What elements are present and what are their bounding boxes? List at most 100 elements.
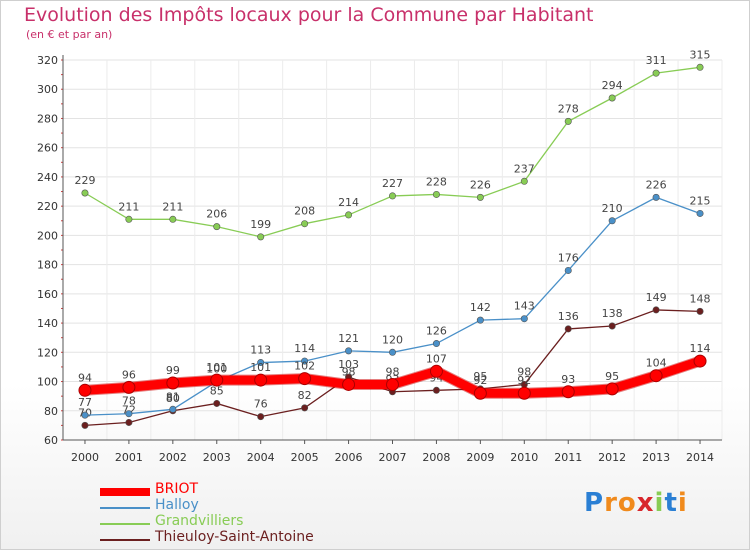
data-label: 136 (558, 310, 579, 323)
y-tick-label: 100 (37, 376, 58, 389)
legend-label-thieuloy: Thieuloy-Saint-Antoine (155, 529, 314, 545)
x-tick-label: 2003 (203, 451, 231, 464)
x-tick-label: 2004 (247, 451, 275, 464)
data-point (608, 94, 616, 102)
data-point (517, 386, 531, 400)
data-label: 228 (426, 175, 447, 188)
data-label: 206 (206, 208, 227, 221)
data-label: 199 (250, 218, 271, 231)
data-point (476, 316, 484, 324)
data-point (652, 69, 660, 77)
y-tick-label: 160 (37, 288, 58, 301)
data-label: 148 (690, 292, 711, 305)
data-point (122, 380, 136, 394)
data-point (213, 399, 221, 407)
data-point (342, 377, 356, 391)
x-tick-label: 2009 (466, 451, 494, 464)
data-label: 101 (250, 361, 271, 374)
data-point (564, 117, 572, 125)
y-tick-label: 220 (37, 200, 58, 213)
data-label: 80 (166, 392, 180, 405)
y-tick-label: 80 (44, 405, 58, 418)
logo-letter: i (654, 488, 665, 518)
data-point (429, 364, 443, 378)
data-point (213, 223, 221, 231)
data-point (81, 189, 89, 197)
y-tick-label: 240 (37, 171, 58, 184)
data-label: 104 (646, 357, 667, 370)
data-label: 210 (602, 202, 623, 215)
x-tick-label: 2014 (686, 451, 714, 464)
y-tick-label: 180 (37, 259, 58, 272)
data-point (81, 421, 89, 429)
data-point (388, 192, 396, 200)
data-point (432, 386, 440, 394)
data-label: 98 (386, 365, 400, 378)
data-point (432, 340, 440, 348)
y-tick-label: 300 (37, 83, 58, 96)
data-label: 226 (646, 178, 667, 191)
data-label: 311 (646, 54, 667, 67)
data-label: 95 (605, 370, 619, 383)
y-tick-label: 200 (37, 229, 58, 242)
data-point (125, 410, 133, 418)
data-point (345, 211, 353, 219)
data-point (696, 307, 704, 315)
data-point (432, 190, 440, 198)
data-point (696, 63, 704, 71)
data-point (696, 209, 704, 217)
data-point (473, 386, 487, 400)
logo-letter: i (677, 488, 688, 518)
data-label: 215 (690, 194, 711, 207)
data-point (608, 322, 616, 330)
data-point (652, 306, 660, 314)
data-point (345, 347, 353, 355)
x-tick-label: 2002 (159, 451, 187, 464)
data-label: 211 (118, 200, 139, 213)
data-point (257, 359, 265, 367)
data-point (561, 385, 575, 399)
data-point (564, 325, 572, 333)
data-label: 229 (74, 174, 95, 187)
data-label: 93 (561, 373, 575, 386)
data-label: 78 (122, 395, 136, 408)
logo-letter: P (584, 488, 605, 518)
logo-letter: t (664, 488, 678, 518)
data-point (652, 193, 660, 201)
data-point (257, 413, 265, 421)
data-point (81, 411, 89, 419)
data-point (605, 382, 619, 396)
data-label: 76 (254, 398, 268, 411)
data-label: 85 (210, 384, 224, 397)
data-point (210, 373, 224, 387)
data-label: 103 (338, 358, 359, 371)
data-point (520, 315, 528, 323)
data-point (301, 357, 309, 365)
legend-label-briot: BRIOT (155, 481, 199, 497)
logo-letter: o (617, 488, 637, 518)
data-label: 114 (690, 342, 711, 355)
data-point (125, 215, 133, 223)
legend-swatch-thieuloy (100, 539, 150, 541)
legend-label-grandvilliers: Grandvilliers (155, 513, 244, 529)
legend-label-halloy: Halloy (155, 497, 199, 513)
data-label: 121 (338, 332, 359, 345)
data-point (257, 233, 265, 241)
data-point (564, 266, 572, 274)
data-label: 102 (294, 360, 315, 373)
y-tick-label: 60 (44, 434, 58, 447)
data-point (301, 404, 309, 412)
data-label: 149 (646, 291, 667, 304)
data-label: 143 (514, 300, 535, 313)
data-point (476, 193, 484, 201)
y-tick-label: 120 (37, 346, 58, 359)
data-label: 176 (558, 251, 579, 264)
data-label: 101 (206, 361, 227, 374)
legend-swatch-halloy (100, 507, 150, 509)
data-point (78, 383, 92, 397)
x-tick-label: 2012 (598, 451, 626, 464)
data-label: 294 (602, 79, 623, 92)
logo-letter: r (604, 488, 618, 518)
